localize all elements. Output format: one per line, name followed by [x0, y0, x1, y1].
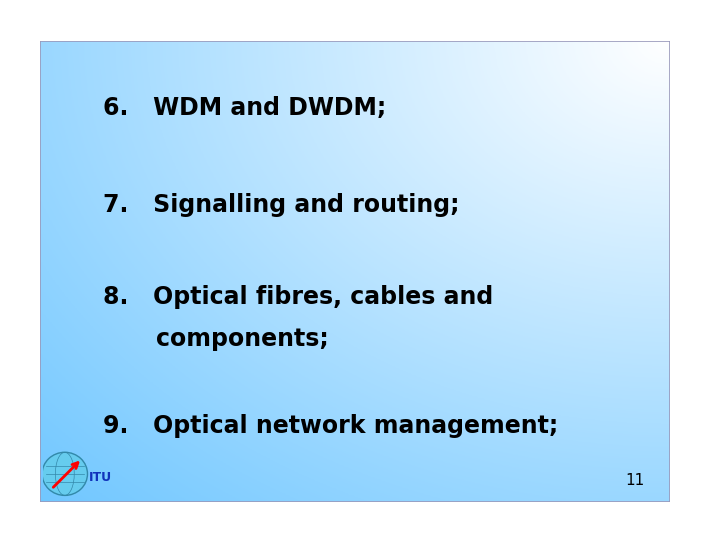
Text: 7.   Signalling and routing;: 7. Signalling and routing;: [102, 193, 459, 217]
Circle shape: [42, 453, 88, 495]
Text: 11: 11: [625, 474, 644, 488]
Text: components;: components;: [156, 327, 329, 351]
Text: 9.   Optical network management;: 9. Optical network management;: [102, 415, 558, 438]
Text: 6.   WDM and DWDM;: 6. WDM and DWDM;: [102, 96, 386, 120]
Text: 8.   Optical fibres, cables and: 8. Optical fibres, cables and: [102, 285, 493, 309]
Text: ITU: ITU: [89, 471, 112, 484]
